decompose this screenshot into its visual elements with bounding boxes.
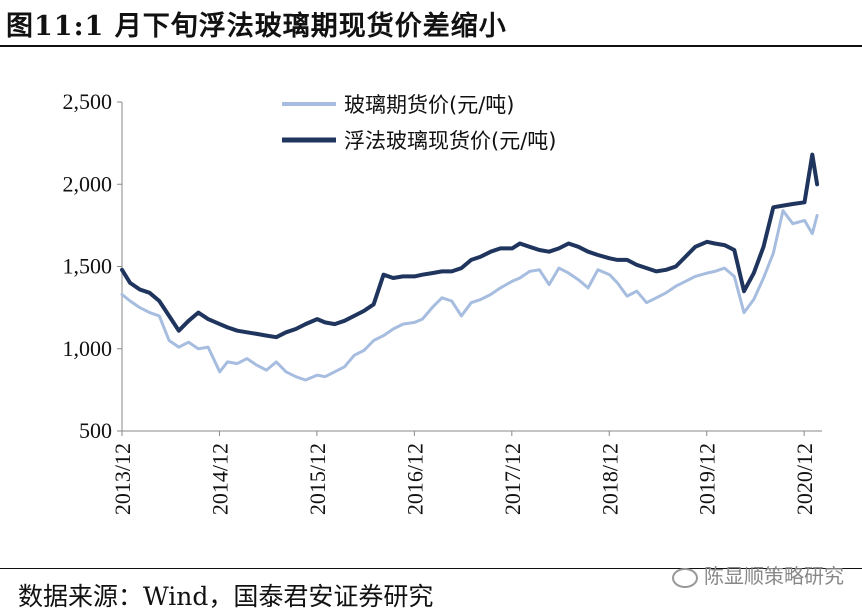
x-tick-label: 2014/12 bbox=[207, 443, 232, 515]
footer-divider bbox=[0, 568, 862, 569]
title-divider bbox=[0, 45, 862, 47]
series-line-spot bbox=[120, 152, 820, 340]
source-note: 数据来源：Wind，国泰君安证券研究 bbox=[18, 582, 434, 611]
y-tick-label: 2,000 bbox=[63, 171, 113, 196]
legend-label-futures: 玻璃期货价(元/吨) bbox=[344, 93, 514, 117]
x-tick-label: 2018/12 bbox=[597, 443, 622, 515]
x-tick-label: 2015/12 bbox=[305, 443, 330, 515]
series-line-futures bbox=[120, 209, 819, 382]
legend: 玻璃期货价(元/吨) 浮法玻璃现货价(元/吨) bbox=[282, 93, 556, 153]
watermark: 陈显顺策略研究 bbox=[672, 560, 844, 589]
page-title: 图11:1 月下旬浮法玻璃期现货价差缩小 bbox=[6, 11, 507, 42]
wechat-icon bbox=[672, 567, 698, 588]
y-tick-label: 1,000 bbox=[63, 336, 113, 361]
x-tick-label: 2013/12 bbox=[110, 443, 135, 515]
x-tick-label: 2016/12 bbox=[402, 443, 427, 515]
x-tick-label: 2017/12 bbox=[500, 443, 525, 515]
x-tick-label: 2020/12 bbox=[792, 443, 817, 515]
y-tick-label: 500 bbox=[79, 418, 112, 443]
y-tick-label: 1,500 bbox=[63, 254, 113, 279]
legend-label-spot: 浮法玻璃现货价(元/吨) bbox=[344, 129, 556, 153]
watermark-text: 陈显顺策略研究 bbox=[704, 564, 844, 588]
y-tick-label: 2,500 bbox=[63, 89, 113, 114]
series-layer bbox=[120, 152, 820, 382]
x-tick-label: 2019/12 bbox=[695, 443, 720, 515]
